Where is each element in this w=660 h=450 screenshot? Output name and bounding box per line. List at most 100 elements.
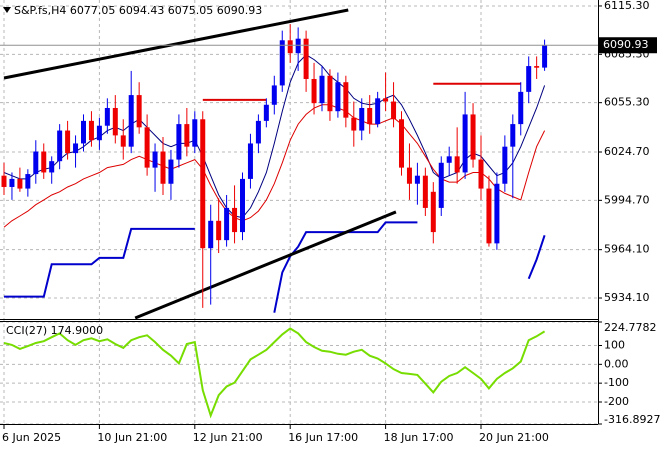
candle-body (510, 124, 516, 147)
candle-body (414, 175, 420, 184)
x-tick-label: 18 Jun 17:00 (384, 431, 454, 444)
candle-body (112, 107, 118, 136)
candle-body (271, 85, 277, 105)
candle-body (17, 178, 23, 189)
candle-body (470, 114, 476, 160)
candle-body (65, 130, 71, 154)
candle-body (430, 191, 436, 233)
series-line (202, 82, 521, 101)
x-tick-label: 12 Jun 21:00 (193, 431, 263, 444)
candle-body (375, 98, 381, 125)
x-tick-label: 6 Jun 2025 (2, 431, 61, 444)
indicator-line (3, 327, 546, 419)
candle-body (96, 125, 102, 141)
candle-body (502, 146, 508, 184)
candle-body (351, 117, 357, 131)
candle-body (279, 40, 285, 86)
candle-body (216, 220, 222, 241)
y-tick-label: 6115.30 (604, 0, 650, 12)
x-tick-label: 16 Jun 17:00 (288, 431, 358, 444)
candle-body (287, 40, 293, 54)
candle-body (422, 175, 428, 208)
y-tick-label: 5934.10 (604, 291, 650, 304)
y-tick-label: 6055.30 (604, 96, 650, 109)
candle-body (49, 161, 55, 173)
last-price-box (599, 37, 657, 54)
y-tick-label: 224.7782 (604, 321, 657, 334)
candle-body (518, 91, 524, 125)
candle-body (319, 75, 325, 104)
candle-body (343, 82, 349, 118)
candle-body (73, 143, 79, 154)
candle-body (200, 119, 206, 249)
candle-body (438, 162, 444, 208)
indicator-title: CCI(27) 174.9000 (6, 324, 103, 337)
candle-body (33, 151, 39, 175)
y-tick-label: 5964.10 (604, 243, 650, 256)
candle-body (399, 119, 404, 168)
candle-body (41, 151, 47, 173)
candle-body (192, 119, 198, 147)
candle-body (359, 107, 365, 131)
candle-body (303, 38, 309, 79)
y-tick-label: 0.00 (604, 357, 629, 370)
y-tick-label: -200 (604, 395, 629, 408)
candle-body (152, 151, 158, 168)
candle-body (168, 159, 174, 184)
candle-body (263, 104, 269, 121)
candle-body (406, 167, 412, 184)
candle-body (120, 135, 126, 147)
candle-body (367, 107, 373, 125)
trendline (134, 210, 397, 320)
candle-body (446, 156, 452, 163)
y-tick-label: 100 (604, 338, 625, 351)
candle-body (81, 120, 86, 144)
candle-body (136, 95, 142, 128)
candle-body (9, 178, 15, 187)
candle-body (184, 124, 190, 147)
candle-body (462, 114, 468, 173)
candle-body (1, 175, 7, 187)
candle-body (534, 66, 540, 68)
x-tick-label: 10 Jun 21:00 (97, 431, 167, 444)
y-tick-label: -100 (604, 376, 629, 389)
menu-triangle (3, 7, 11, 13)
trendline (3, 8, 349, 80)
chart-title: S&P.fs,H4 6077.05 6094.43 6075.05 6090.9… (14, 4, 262, 17)
candle-body (486, 188, 492, 244)
candle-body (383, 98, 389, 102)
candle-body (494, 183, 500, 244)
candle-body (391, 101, 397, 120)
candle-body (542, 45, 548, 68)
series-line (3, 54, 546, 219)
candle-body (295, 38, 301, 54)
candle-body (176, 124, 182, 160)
candle-body (335, 82, 341, 112)
series-line (3, 104, 546, 228)
candle-body (255, 120, 261, 144)
candle-body (25, 174, 31, 189)
candle-body (160, 151, 166, 184)
candle-body (57, 130, 63, 162)
candle-body (208, 220, 214, 249)
candle-body (104, 107, 110, 126)
candle-body (232, 207, 238, 233)
y-tick-label: 6024.70 (604, 145, 650, 158)
candle-body (247, 143, 253, 179)
candle-body (224, 207, 230, 241)
candle-body (88, 120, 94, 141)
candle-body (478, 159, 484, 189)
candle-body (240, 178, 245, 233)
last-price-label: 6090.93 (603, 38, 649, 51)
candle-body (128, 95, 134, 147)
candle-body (327, 75, 333, 112)
candle-body (311, 78, 317, 104)
y-tick-label: -316.8927 (604, 413, 660, 426)
candle-body (526, 66, 532, 92)
candle-body (454, 156, 460, 173)
y-tick-label: 5994.70 (604, 193, 650, 206)
x-tick-label: 20 Jun 21:00 (479, 431, 549, 444)
